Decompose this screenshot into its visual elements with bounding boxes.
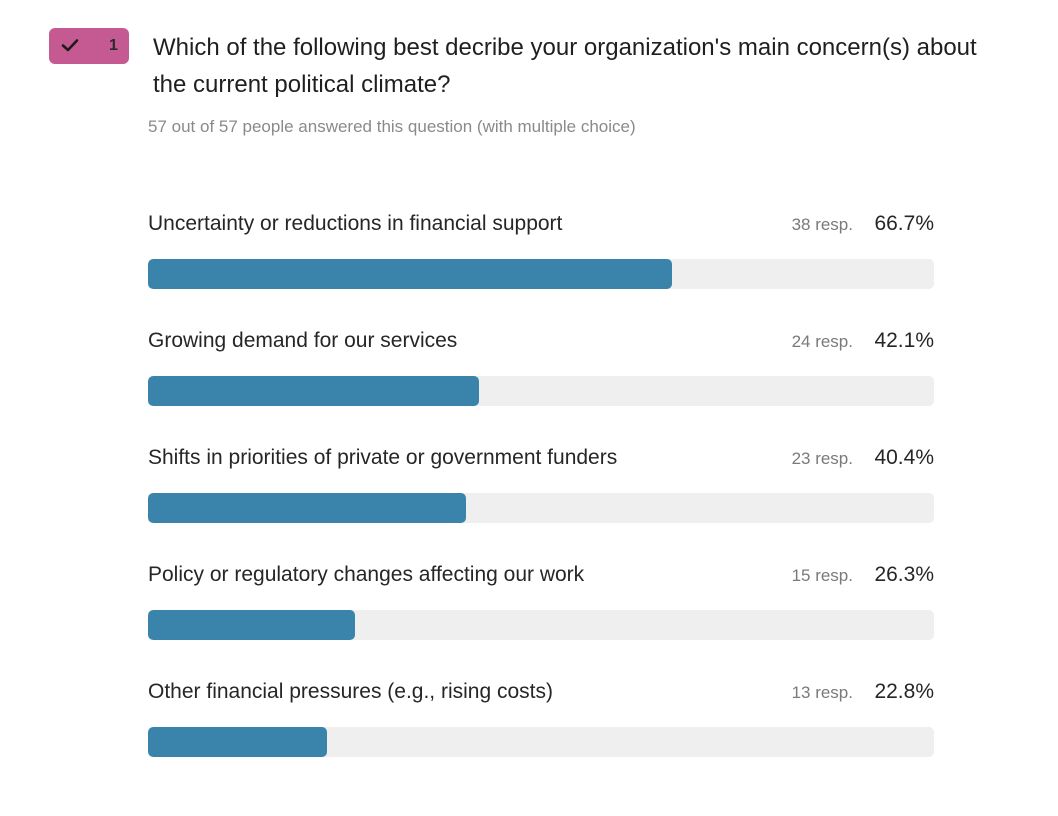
bar-track xyxy=(148,376,934,406)
bar-fill xyxy=(148,376,479,406)
question-subtitle: 57 out of 57 people answered this questi… xyxy=(148,117,636,136)
bar-label: Uncertainty or reductions in financial s… xyxy=(148,212,563,235)
bar-row: Other financial pressures (e.g., rising … xyxy=(148,680,934,772)
bar-percent: 66.7% xyxy=(874,212,934,235)
bar-percent: 22.8% xyxy=(874,680,934,703)
bar-fill xyxy=(148,727,328,757)
check-icon xyxy=(61,39,79,52)
bar-count: 13 resp. xyxy=(791,683,853,702)
bar-percent: 42.1% xyxy=(874,329,934,352)
bar-track xyxy=(148,259,934,289)
bar-row: Growing demand for our services 24 resp.… xyxy=(148,329,934,421)
bar-fill xyxy=(148,259,673,289)
bar-track xyxy=(148,610,934,640)
bar-label: Shifts in priorities of private or gover… xyxy=(148,446,618,469)
bar-label: Policy or regulatory changes affecting o… xyxy=(148,563,585,586)
bar-count: 38 resp. xyxy=(791,215,853,234)
bar-count: 15 resp. xyxy=(791,566,853,585)
bar-row: Policy or regulatory changes affecting o… xyxy=(148,563,934,655)
bar-row: Shifts in priorities of private or gover… xyxy=(148,446,934,538)
bar-count: 23 resp. xyxy=(791,449,853,468)
bar-row: Uncertainty or reductions in financial s… xyxy=(148,212,934,304)
bar-fill xyxy=(148,610,355,640)
question-badge: 1 xyxy=(49,28,129,64)
question-title: Which of the following best decribe your… xyxy=(153,34,977,98)
bar-track xyxy=(148,493,934,523)
bar-label: Growing demand for our services xyxy=(148,329,458,352)
bar-percent: 40.4% xyxy=(874,446,934,469)
bar-track xyxy=(148,727,934,757)
bar-label: Other financial pressures (e.g., rising … xyxy=(148,680,553,703)
bar-fill xyxy=(148,493,466,523)
bar-count: 24 resp. xyxy=(791,332,853,351)
bar-percent: 26.3% xyxy=(874,563,934,586)
question-number: 1 xyxy=(109,37,118,54)
